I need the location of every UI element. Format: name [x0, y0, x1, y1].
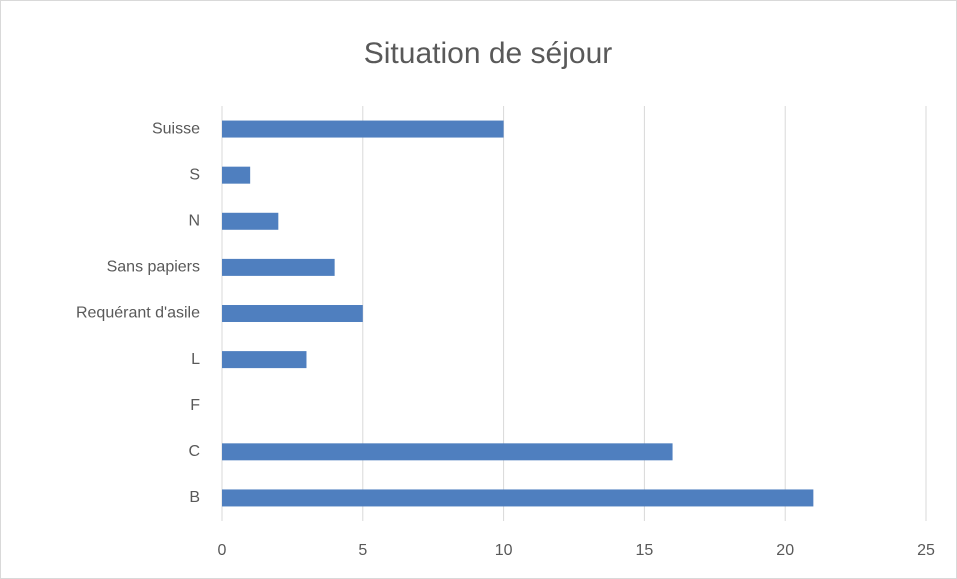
x-tick-label: 25 — [917, 542, 935, 559]
x-tick-label: 20 — [776, 542, 794, 559]
y-tick-label: B — [189, 489, 200, 506]
chart-title: Situation de séjour — [364, 37, 613, 70]
bar — [222, 120, 504, 138]
y-tick-label: N — [188, 212, 200, 229]
x-tick-label: 10 — [495, 542, 513, 559]
bar — [222, 258, 335, 276]
y-tick-label: L — [191, 351, 200, 368]
bar — [222, 212, 279, 230]
bar — [222, 166, 251, 184]
bar — [222, 351, 307, 369]
x-tick-label: 0 — [218, 542, 227, 559]
bar — [222, 489, 814, 507]
x-tick-label: 5 — [358, 542, 367, 559]
y-tick-label: F — [190, 397, 200, 414]
y-tick-label: C — [188, 443, 200, 460]
y-tick-label: S — [189, 166, 200, 183]
bar — [222, 305, 363, 322]
x-tick-label: 15 — [636, 542, 654, 559]
y-tick-label: Suisse — [152, 120, 200, 137]
y-tick-label: Sans papiers — [107, 259, 200, 276]
y-tick-label: Requérant d'asile — [76, 305, 200, 322]
bar — [222, 443, 673, 461]
